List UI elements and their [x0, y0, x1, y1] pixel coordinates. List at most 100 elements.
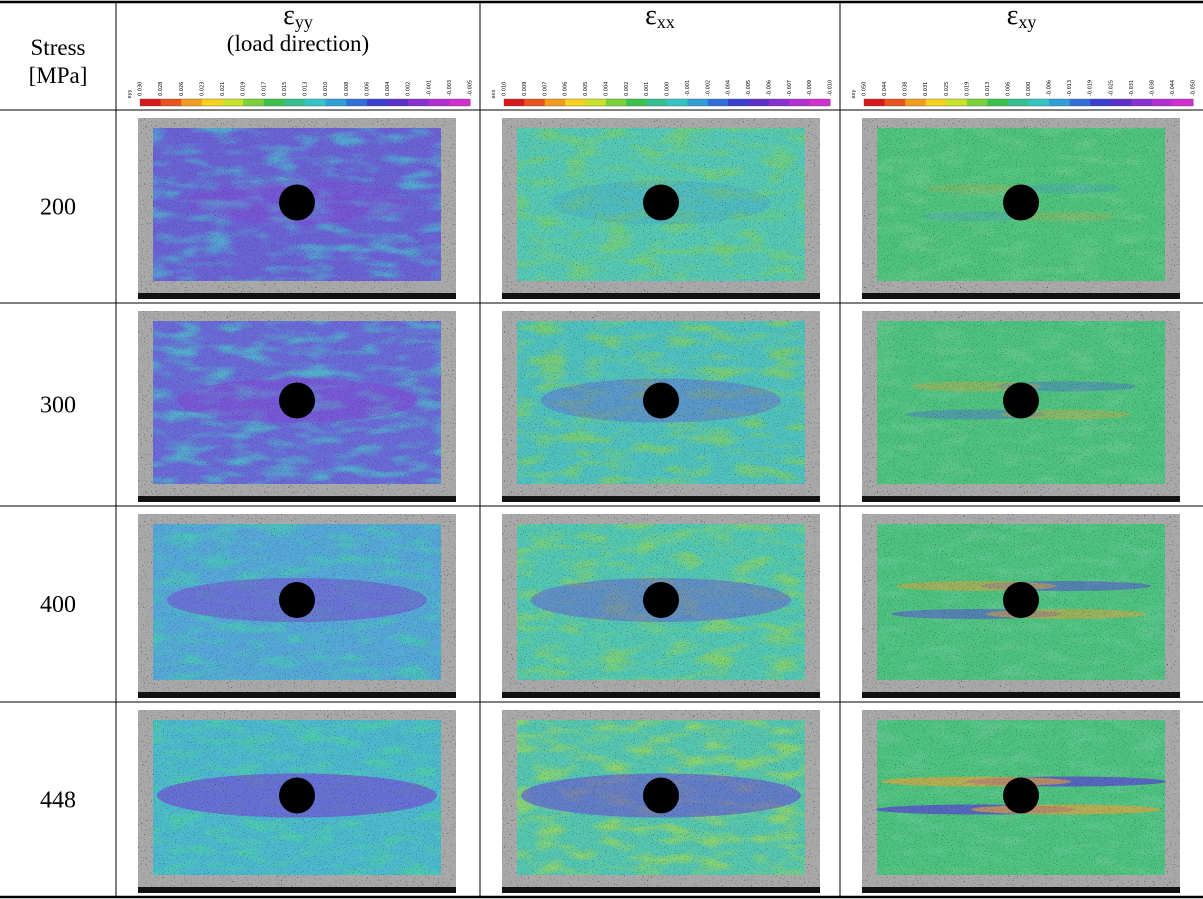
colorbar-tick-label: 0.007	[542, 82, 548, 96]
grip-bar	[502, 496, 820, 502]
colorbar-tick-label: 0.050	[862, 82, 868, 96]
colorbar-tick-label: 0.030	[138, 82, 144, 96]
colorbar-segment	[687, 99, 708, 106]
colorbar-tick-label: -0.006	[1047, 80, 1053, 96]
colorbar-segment	[647, 99, 668, 106]
colorbar-tick-label: -0.013	[1067, 80, 1073, 96]
colorbar-segment	[264, 99, 285, 106]
colorbar-tick-label: 0.004	[603, 82, 609, 96]
colorbar-segment	[1172, 99, 1193, 106]
grip-bar	[862, 293, 1180, 299]
stress-value: 448	[40, 788, 76, 814]
strain-map	[862, 311, 1180, 502]
strain-map	[138, 514, 456, 698]
hole	[279, 582, 315, 618]
strain-map	[502, 514, 820, 698]
colorbar-tick-label: 0.009	[522, 82, 528, 96]
colorbar-tick-label: 0.025	[944, 82, 950, 96]
strain-map	[502, 710, 820, 893]
header-symbol: εxy	[1007, 0, 1037, 32]
grip-bar	[138, 692, 456, 698]
colorbar-tick-label: -0.009	[807, 80, 813, 96]
colorbar-segment	[161, 99, 182, 106]
colorbar-tick-label: 0.004	[385, 82, 391, 96]
stress-value: 400	[40, 592, 76, 618]
colorbar-segment	[1070, 99, 1091, 106]
colorbar-tick-label: -0.001	[426, 80, 432, 96]
colorbar-tick-label: 0.010	[502, 82, 508, 96]
colorbar-tick-label: 0.008	[344, 82, 350, 96]
colorbar-tick-label: -0.025	[1108, 80, 1114, 96]
colorbar-tick-label: 0.023	[199, 82, 205, 96]
subscript: xx	[657, 12, 675, 32]
colorbar-tick-label: -0.031	[1129, 80, 1135, 96]
colorbar-tick-label: 0.000	[1026, 82, 1032, 96]
colorbar-segment	[243, 99, 264, 106]
colorbar-tick-label: 0.019	[241, 82, 247, 96]
grip-bar	[862, 496, 1180, 502]
colorbar-tick-label: 0.021	[220, 82, 226, 96]
colorbar-tick-label: -0.004	[726, 80, 732, 96]
colorbar-segment	[905, 99, 926, 106]
colorbar-tick-label: 0.006	[364, 82, 370, 96]
colorbar-segment	[1131, 99, 1152, 106]
colorbar-segment	[388, 99, 409, 106]
symbol: ε	[283, 0, 295, 31]
strain-map	[138, 311, 456, 502]
colorbar-segment	[728, 99, 749, 106]
hole	[279, 185, 315, 221]
grip-bar	[502, 293, 820, 299]
colorbar-label: exx	[491, 90, 497, 99]
strain-map	[862, 118, 1180, 299]
colorbar-tick-label: 0.015	[282, 82, 288, 96]
figure-table: Stress[MPa]εyy(load direction)eyy0.0300.…	[0, 0, 1203, 899]
colorbar-label: exy	[851, 90, 857, 99]
colorbar-segment	[708, 99, 729, 106]
colorbar-tick-label: -0.010	[828, 80, 834, 96]
header-unit: [MPa]	[29, 63, 88, 88]
colorbar-tick-label: -0.005	[746, 80, 752, 96]
colorbar-tick-label: -0.044	[1170, 80, 1176, 96]
colorbar-segment	[305, 99, 326, 106]
header-note: (load direction)	[227, 31, 369, 56]
grip-bar	[862, 692, 1180, 698]
colorbar-tick-label: 0.001	[644, 82, 650, 96]
colorbar-segment	[926, 99, 947, 106]
colorbar-tick-label: -0.019	[1088, 80, 1094, 96]
colorbar-segment	[1152, 99, 1173, 106]
colorbar-tick-label: 0.006	[563, 82, 569, 96]
colorbar-segment	[749, 99, 770, 106]
colorbar-tick-label: 0.028	[158, 82, 164, 96]
stress-value: 200	[40, 195, 76, 221]
colorbar-tick-label: -0.001	[685, 80, 691, 96]
colorbar-tick-label: 0.044	[882, 82, 888, 96]
colorbar-tick-label: -0.003	[447, 80, 453, 96]
symbol: ε	[1007, 0, 1019, 31]
hole	[643, 185, 679, 221]
colorbar-segment	[789, 99, 810, 106]
colorbar-segment	[810, 99, 831, 106]
colorbar-tick-label: 0.013	[985, 82, 991, 96]
colorbar-segment	[408, 99, 429, 106]
colorbar-segment	[586, 99, 607, 106]
colorbar-segment	[1049, 99, 1070, 106]
colorbar-tick-label: 0.038	[903, 82, 909, 96]
colorbar-segment	[524, 99, 545, 106]
colorbar-tick-label: 0.002	[624, 82, 630, 96]
colorbar-tick-label: -0.006	[766, 80, 772, 96]
colorbar-tick-label: 0.006	[1005, 82, 1011, 96]
colorbar-tick-label: -0.050	[1191, 80, 1197, 96]
colorbar-tick-label: -0.005	[468, 80, 474, 96]
grip-bar	[502, 887, 820, 893]
colorbar-tick-label: 0.005	[583, 82, 589, 96]
colorbar-segment	[967, 99, 988, 106]
colorbar-tick-label: -0.038	[1149, 80, 1155, 96]
colorbar-tick-label: 0.019	[964, 82, 970, 96]
colorbar-segment	[864, 99, 885, 106]
stress-value: 300	[40, 393, 76, 419]
symbol: ε	[645, 0, 657, 31]
colorbar-segment	[946, 99, 967, 106]
colorbar-segment	[284, 99, 305, 106]
colorbar-segment	[1111, 99, 1132, 106]
header-symbol: εyy	[283, 0, 313, 32]
